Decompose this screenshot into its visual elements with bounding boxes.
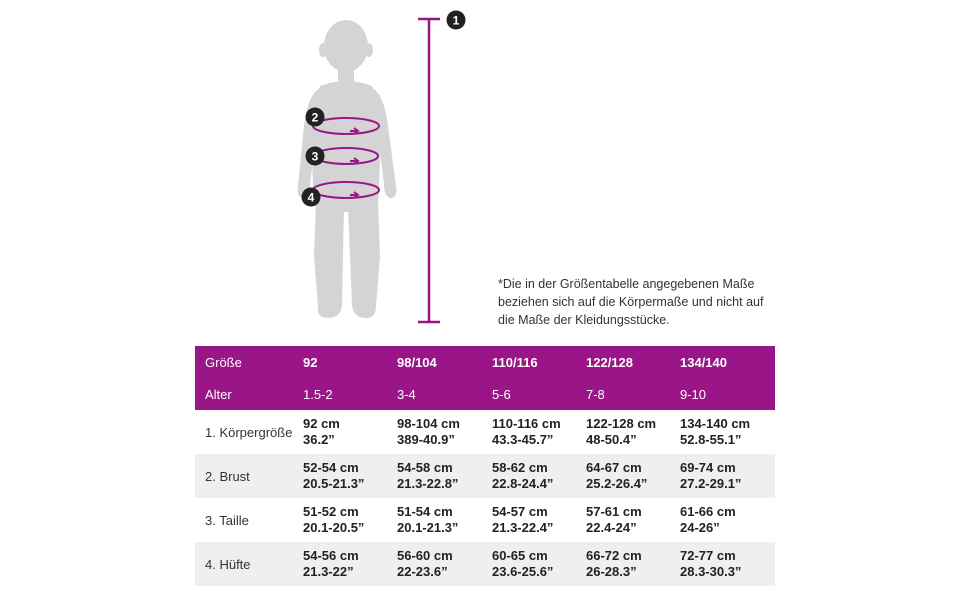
table-cell: 134-140 cm 52.8-55.1”	[680, 416, 751, 447]
svg-text:1: 1	[453, 14, 460, 28]
age-header-cell: 3-4	[397, 386, 416, 402]
table-cell: 61-66 cm 24-26”	[680, 504, 736, 535]
table-cell: 60-65 cm 23.6-25.6”	[492, 548, 554, 579]
table-cell: 122-128 cm 48-50.4”	[586, 416, 657, 447]
age-header-cell: 5-6	[492, 386, 511, 402]
size-header-cell: 122/128	[586, 354, 633, 370]
marker-4: 4	[301, 187, 321, 207]
size-header-cell: 98/104	[397, 354, 437, 370]
size-header-label: Größe	[205, 354, 242, 370]
table-cell: 98-104 cm 389-40.9”	[397, 416, 460, 447]
table-cell: 72-77 cm 28.3-30.3”	[680, 548, 742, 579]
child-measurement-illustration: 1 2 3 4	[297, 10, 466, 324]
size-chart-table: Größe 92 98/104 110/116 122/128 134/140 …	[195, 346, 775, 586]
svg-text:3: 3	[312, 150, 319, 164]
measurement-note: *Die in der Größentabelle angegebenen Ma…	[498, 277, 764, 327]
table-cell: 57-61 cm 22.4-24”	[586, 504, 642, 535]
table-row: 1. Körpergröße 92 cm 36.2” 98-104 cm 389-4…	[195, 410, 775, 454]
table-cell: 54-56 cm 21.3-22”	[303, 548, 359, 579]
row-label: 1. Körpergröße	[205, 424, 293, 440]
table-cell: 52-54 cm 20.5-21.3”	[303, 460, 365, 491]
age-header-row: Alter 1.5-2 3-4 5-6 7-8 9-10	[195, 378, 775, 410]
table-cell: 58-62 cm 22.8-24.4”	[492, 460, 554, 491]
row-label: 2. Brust	[205, 468, 250, 484]
age-header-cell: 1.5-2	[303, 386, 333, 402]
table-cell: 54-58 cm 21.3-22.8”	[397, 460, 459, 491]
table-cell: 66-72 cm 26-28.3”	[586, 548, 642, 579]
height-ruler	[418, 17, 440, 324]
table-cell: 92 cm 36.2”	[303, 416, 340, 447]
table-cell: 56-60 cm 22-23.6”	[397, 548, 453, 579]
table-cell: 51-52 cm 20.1-20.5”	[303, 504, 365, 535]
row-label: 3. Taille	[205, 512, 249, 528]
table-row: 4. Hüfte 54-56 cm 21.3-22” 56-60 cm 22-23.…	[195, 542, 775, 586]
marker-3: 3	[305, 146, 325, 166]
table-cell: 54-57 cm 21.3-22.4”	[492, 504, 554, 535]
size-header-row: Größe 92 98/104 110/116 122/128 134/140	[195, 346, 775, 378]
age-header-label: Alter	[205, 386, 232, 402]
table-cell: 64-67 cm 25.2-26.4”	[586, 460, 648, 491]
marker-2: 2	[305, 107, 325, 127]
table-cell: 110-116 cm 43.3-45.7”	[492, 416, 561, 447]
size-header-cell: 92	[303, 354, 318, 370]
size-header-cell: 134/140	[680, 354, 727, 370]
marker-1: 1	[446, 10, 466, 30]
row-label: 4. Hüfte	[205, 556, 251, 572]
table-cell: 51-54 cm 20.1-21.3”	[397, 504, 459, 535]
age-header-cell: 9-10	[680, 386, 707, 402]
table-row: 3. Taille 51-52 cm 20.1-20.5” 51-54 cm 20.…	[195, 498, 775, 542]
size-header-cell: 110/116	[492, 354, 538, 370]
child-silhouette	[297, 20, 397, 318]
table-row: 2. Brust 52-54 cm 20.5-21.3” 54-58 cm 21.3…	[195, 454, 775, 498]
svg-text:4: 4	[308, 191, 315, 205]
svg-text:2: 2	[312, 111, 319, 125]
table-cell: 69-74 cm 27.2-29.1”	[680, 460, 742, 491]
age-header-cell: 7-8	[586, 386, 605, 402]
